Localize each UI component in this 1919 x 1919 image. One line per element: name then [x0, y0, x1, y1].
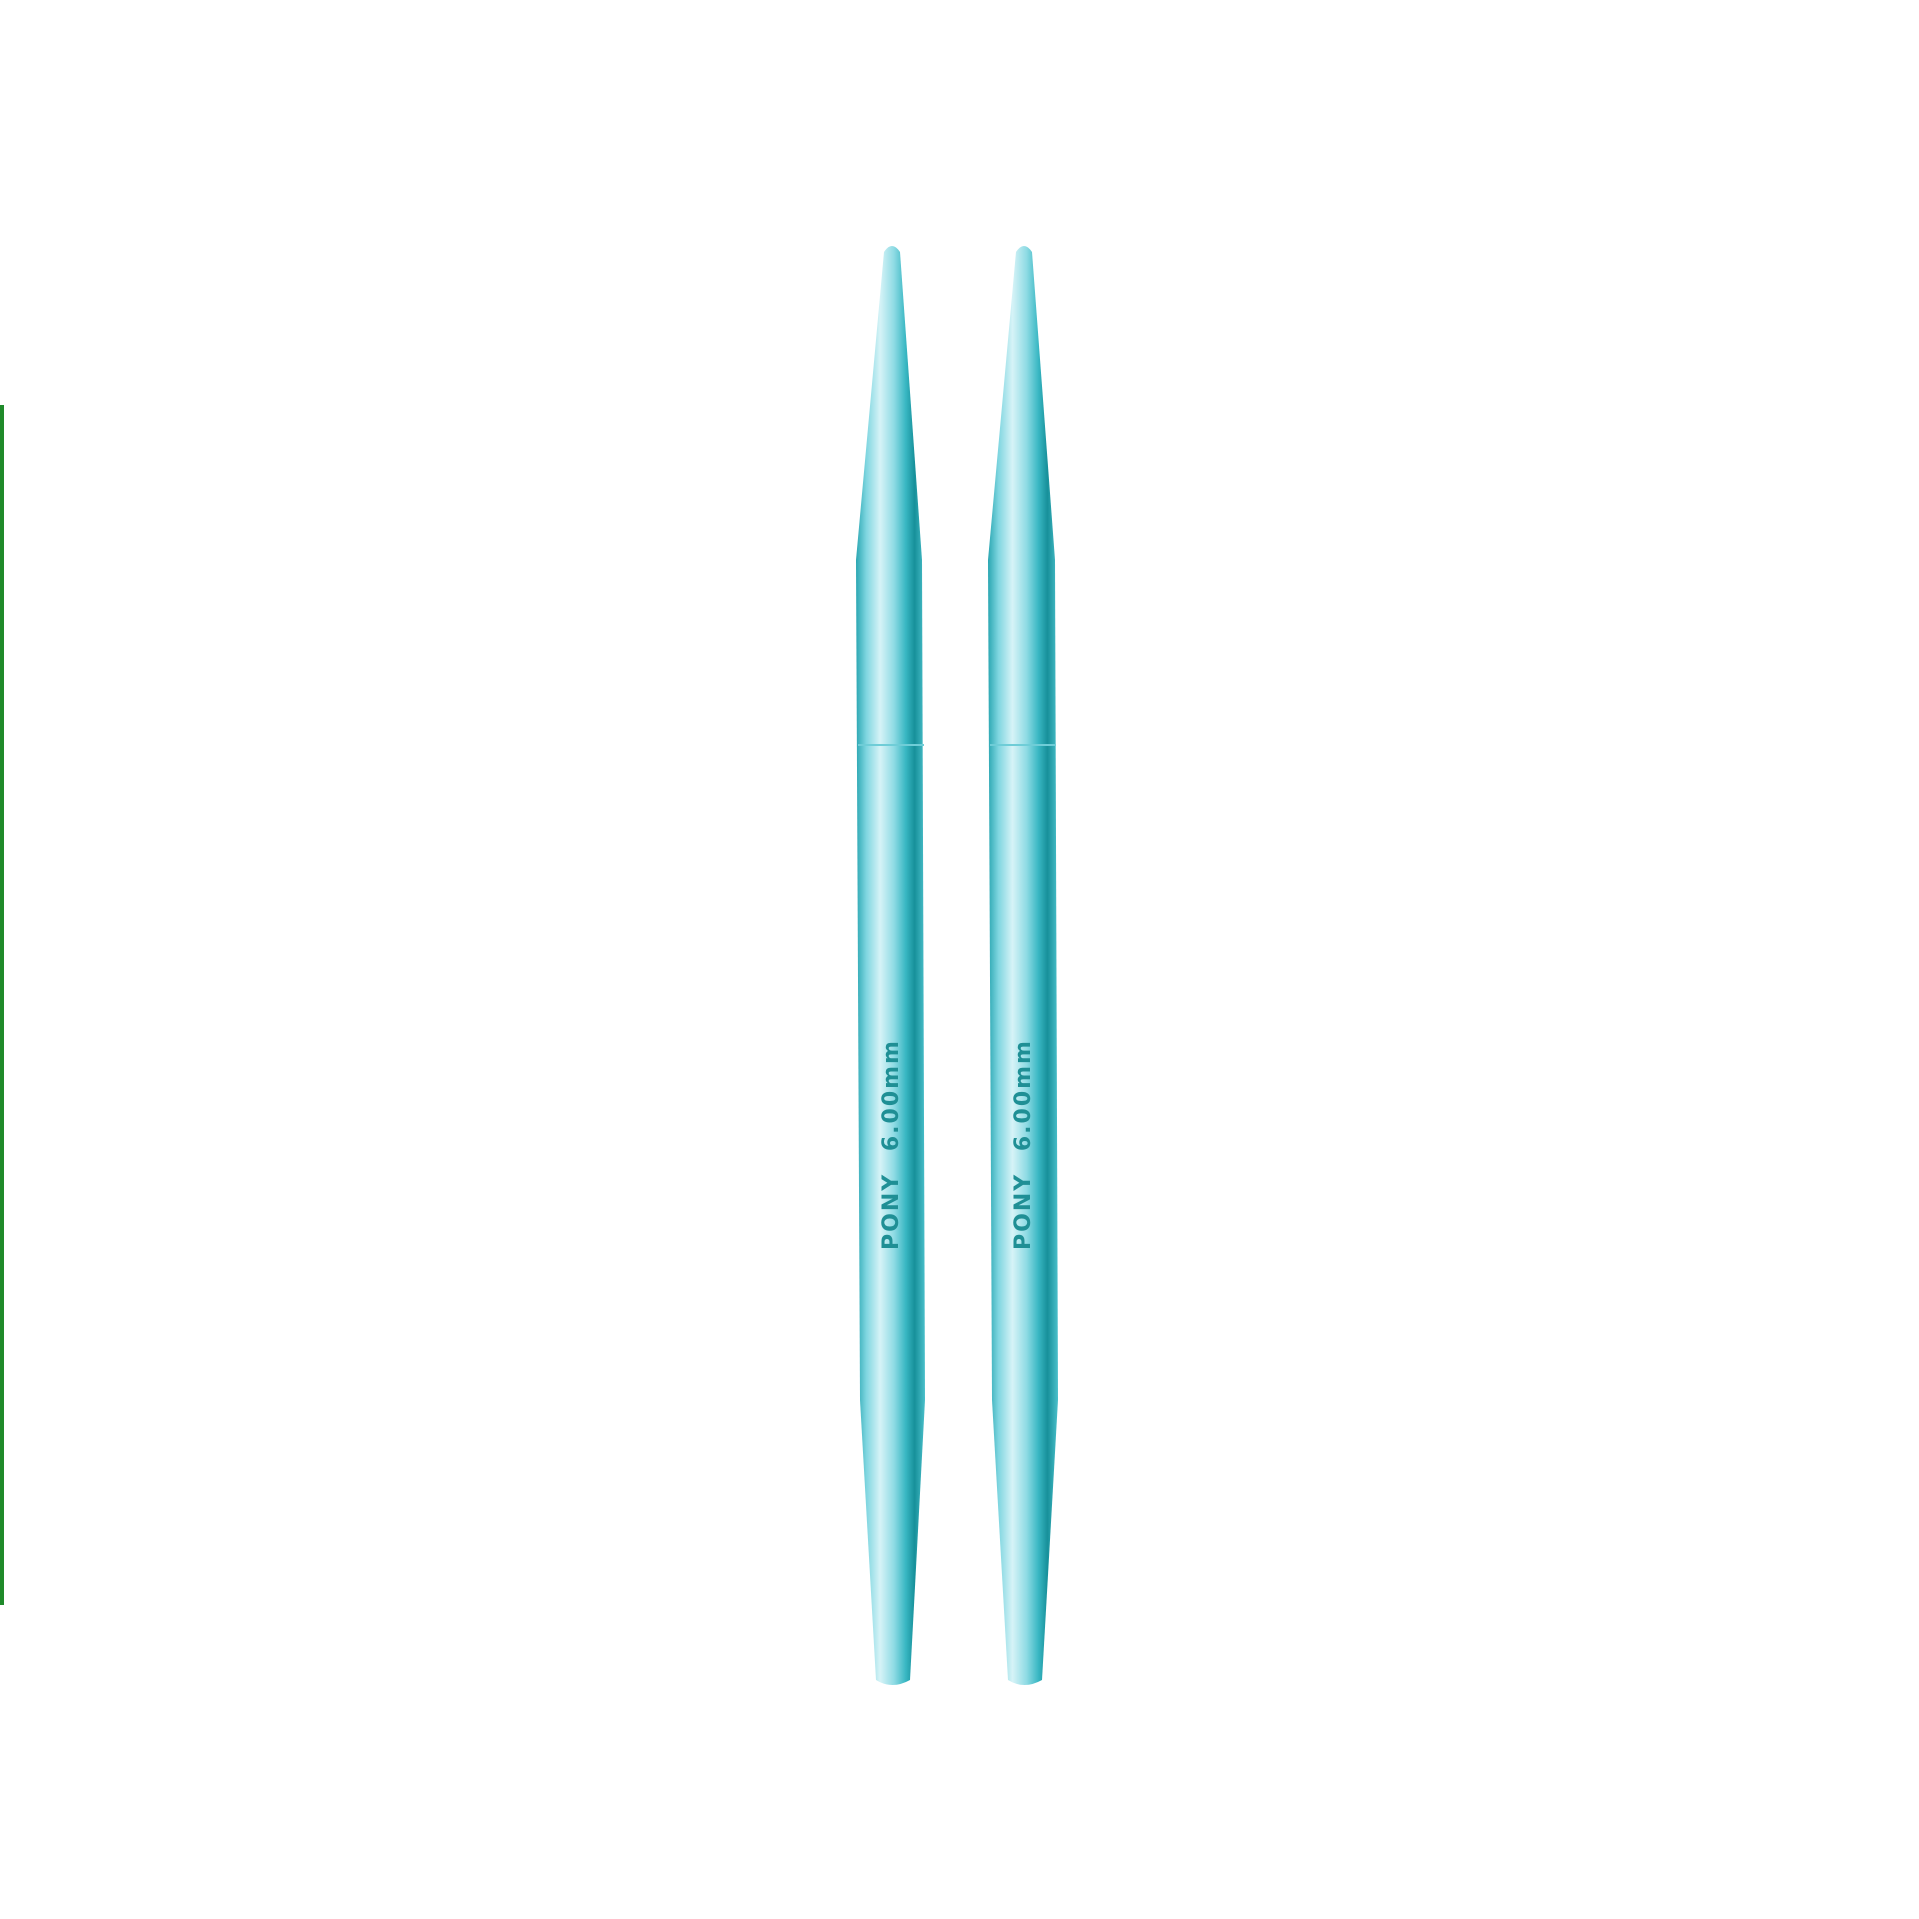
needle-tip-left: PONY 6.00mm [856, 246, 925, 1685]
needle-size-label: 6.00mm [1011, 1039, 1036, 1151]
needle-size-label: 6.00mm [879, 1039, 904, 1151]
needle-tip-right: PONY 6.00mm [988, 246, 1058, 1685]
needle-brand-label: PONY [879, 1173, 904, 1250]
svg-text:PONY 6.00mm: PONY 6.00mm [1011, 1039, 1036, 1250]
needle-brand-label: PONY [1011, 1173, 1036, 1250]
svg-text:PONY 6.00mm: PONY 6.00mm [879, 1039, 904, 1250]
green-cable-edge [0, 405, 4, 1605]
